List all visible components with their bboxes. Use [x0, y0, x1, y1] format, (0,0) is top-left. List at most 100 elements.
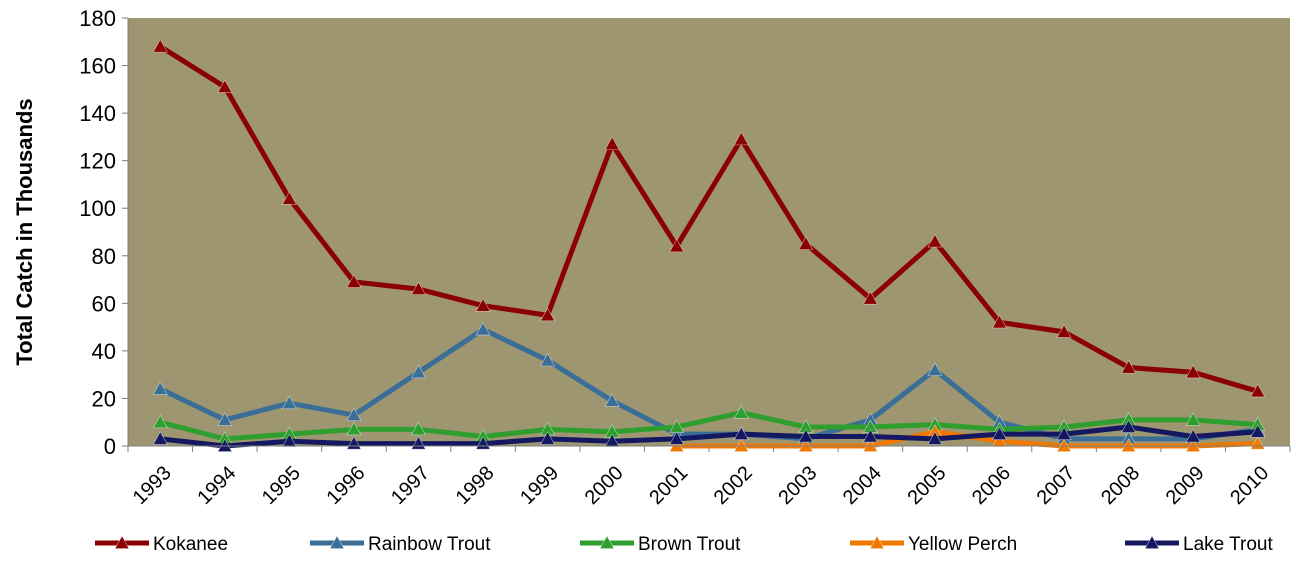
y-tick-label: 160: [79, 54, 116, 79]
data-point-marker: [217, 412, 233, 426]
y-tick-label: 60: [92, 291, 116, 316]
data-point-marker: [669, 438, 685, 452]
x-tick-label: 1997: [387, 462, 434, 509]
data-point-marker: [281, 395, 297, 410]
y-tick-label: 0: [104, 434, 116, 459]
series-line: [159, 410, 1258, 442]
x-tick-label: 1993: [129, 462, 176, 509]
x-tick-label: 2008: [1097, 462, 1144, 509]
y-tick-label: 140: [79, 101, 116, 126]
x-tick-label: 2009: [1162, 462, 1209, 509]
data-point-marker: [1185, 364, 1201, 379]
data-point-marker: [798, 438, 814, 452]
data-point-marker: [410, 364, 427, 379]
series-line: [160, 424, 1258, 449]
legend-marker: [599, 535, 615, 549]
y-tick-label: 180: [79, 6, 116, 31]
data-point-marker: [1056, 324, 1072, 338]
y-tick-label: 80: [92, 244, 116, 269]
data-point-marker: [410, 421, 427, 436]
x-tick-label: 1994: [193, 462, 240, 509]
data-point-marker: [540, 352, 556, 367]
data-point-marker: [1185, 412, 1201, 426]
data-point-marker: [733, 405, 749, 419]
data-point-marker: [669, 431, 685, 445]
data-point-marker: [862, 438, 878, 452]
data-point-marker: [991, 314, 1008, 329]
data-point-marker: [540, 307, 556, 322]
data-point-marker: [1250, 383, 1266, 398]
data-point-marker: [669, 238, 685, 253]
data-point-marker: [1185, 428, 1201, 443]
x-tick-label: 1999: [516, 462, 563, 509]
data-point-marker: [798, 428, 814, 443]
data-point-marker: [733, 438, 749, 452]
data-point-marker: [152, 381, 168, 395]
x-tick-label: 1995: [258, 462, 305, 509]
data-point-marker: [733, 131, 749, 146]
legend-marker: [1144, 535, 1160, 549]
x-tick-label: 1998: [452, 462, 499, 509]
data-point-marker: [1056, 426, 1072, 441]
data-point-marker: [991, 433, 1008, 448]
series-kokanee: [152, 38, 1266, 398]
data-point-marker: [540, 431, 556, 445]
data-point-marker: [1121, 359, 1137, 374]
data-point-marker: [346, 421, 362, 436]
x-tick-label: 2001: [645, 462, 692, 509]
data-point-marker: [862, 428, 878, 443]
data-point-marker: [927, 362, 943, 376]
data-point-marker: [798, 236, 814, 250]
legend-label: Yellow Perch: [908, 534, 1017, 555]
x-tick-label: 2003: [774, 462, 821, 509]
x-tick-label: 2004: [839, 462, 886, 509]
y-tick-label: 120: [79, 149, 116, 174]
x-tick-label: 2007: [1033, 462, 1080, 509]
data-point-marker: [1250, 424, 1266, 438]
data-point-marker: [604, 136, 620, 150]
data-point-marker: [475, 298, 491, 312]
data-point-marker: [281, 191, 297, 205]
y-axis-label: Total Catch in Thousands: [12, 98, 37, 365]
data-point-marker: [217, 79, 233, 93]
y-tick-label: 20: [92, 386, 116, 411]
x-tick-label: 2006: [968, 462, 1015, 509]
x-tick-label: 1996: [322, 462, 369, 509]
data-point-marker: [604, 433, 620, 448]
data-point-marker: [152, 38, 168, 53]
series-line: [158, 44, 1259, 394]
x-tick-label: 2010: [1226, 462, 1273, 509]
data-point-marker: [927, 431, 943, 445]
data-point-marker: [346, 274, 362, 288]
data-point-marker: [281, 433, 297, 448]
x-tick-label: 2005: [903, 462, 950, 509]
legend-marker: [329, 535, 345, 549]
y-tick-label: 40: [92, 339, 116, 364]
x-tick-label: 2000: [581, 462, 628, 509]
data-point-marker: [475, 321, 491, 336]
data-point-marker: [410, 281, 427, 295]
y-tick-label: 100: [79, 196, 116, 221]
data-point-marker: [862, 290, 878, 305]
legend-label: Kokanee: [153, 534, 228, 555]
plot-area: [128, 18, 1290, 446]
legend-label: Rainbow Trout: [368, 534, 491, 555]
legend-label: Brown Trout: [638, 534, 741, 555]
data-point-marker: [1121, 419, 1137, 433]
data-point-marker: [927, 233, 943, 248]
legend-label: Lake Trout: [1183, 534, 1273, 555]
data-point-marker: [217, 438, 233, 452]
data-point-marker: [1121, 438, 1137, 452]
legend-marker: [869, 535, 885, 549]
data-point-marker: [152, 431, 168, 445]
data-point-marker: [152, 414, 168, 429]
data-point-marker: [733, 426, 749, 441]
x-tick-label: 2002: [710, 462, 757, 509]
data-point-marker: [1056, 438, 1072, 452]
legend-marker: [114, 535, 130, 549]
data-point-marker: [346, 407, 362, 421]
data-point-marker: [991, 426, 1008, 441]
data-point-marker: [1185, 438, 1201, 452]
data-point-marker: [604, 393, 620, 407]
